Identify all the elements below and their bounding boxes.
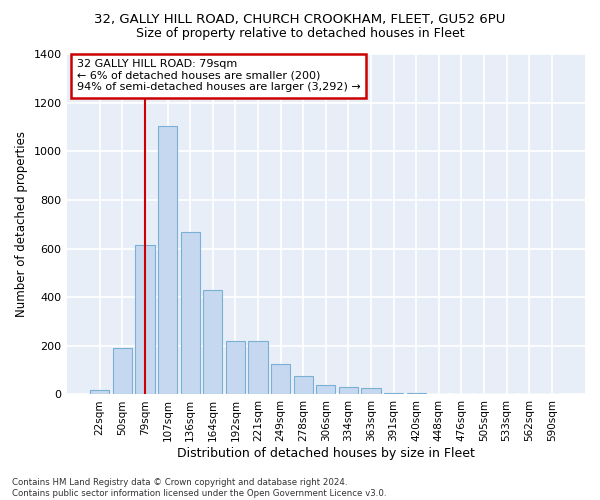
Text: Size of property relative to detached houses in Fleet: Size of property relative to detached ho… [136, 28, 464, 40]
Text: 32, GALLY HILL ROAD, CHURCH CROOKHAM, FLEET, GU52 6PU: 32, GALLY HILL ROAD, CHURCH CROOKHAM, FL… [94, 12, 506, 26]
Bar [226, 341, 245, 394]
Bar [271, 364, 290, 394]
Text: Contains HM Land Registry data © Crown copyright and database right 2024.
Contai: Contains HM Land Registry data © Crown c… [12, 478, 386, 498]
Bar [203, 290, 223, 395]
Bar [339, 387, 358, 394]
Bar [316, 384, 335, 394]
Y-axis label: Number of detached properties: Number of detached properties [15, 131, 28, 317]
Bar [384, 393, 403, 394]
Bar [361, 388, 380, 394]
Bar [181, 232, 200, 394]
Bar [113, 348, 132, 395]
Bar [90, 390, 109, 394]
Bar [248, 341, 268, 394]
Text: 32 GALLY HILL ROAD: 79sqm
← 6% of detached houses are smaller (200)
94% of semi-: 32 GALLY HILL ROAD: 79sqm ← 6% of detach… [77, 59, 361, 92]
Bar [407, 393, 426, 394]
Bar [158, 126, 177, 394]
X-axis label: Distribution of detached houses by size in Fleet: Distribution of detached houses by size … [177, 447, 475, 460]
Bar [136, 245, 155, 394]
Bar [293, 376, 313, 394]
